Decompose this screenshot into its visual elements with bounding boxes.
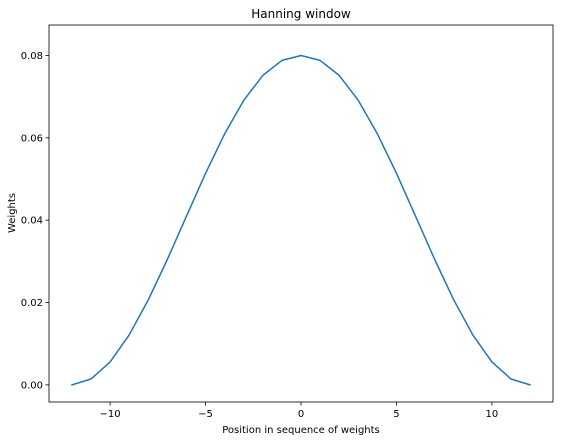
x-tick-label: 10 [486, 409, 499, 420]
y-axis: 0.00 0.02 0.04 0.06 0.08 [21, 51, 49, 391]
x-tick-label: −10 [100, 409, 121, 420]
y-tick-label: 0.06 [21, 133, 43, 144]
y-tick-label: 0.02 [21, 298, 43, 309]
series-line [71, 54, 531, 386]
y-tick-label: 0.00 [21, 380, 43, 391]
x-tick-label: −5 [198, 409, 213, 420]
y-tick-label: 0.08 [21, 51, 43, 62]
plot-area [71, 54, 531, 386]
chart-title: Hanning window [251, 7, 351, 21]
x-axis-label: Position in sequence of weights [222, 425, 380, 436]
y-axis-label: Weights [7, 193, 18, 233]
x-axis: −10 −5 0 5 10 [100, 402, 499, 420]
y-tick-label: 0.04 [21, 216, 43, 227]
x-tick-label: 0 [298, 409, 304, 420]
x-tick-label: 5 [393, 409, 399, 420]
